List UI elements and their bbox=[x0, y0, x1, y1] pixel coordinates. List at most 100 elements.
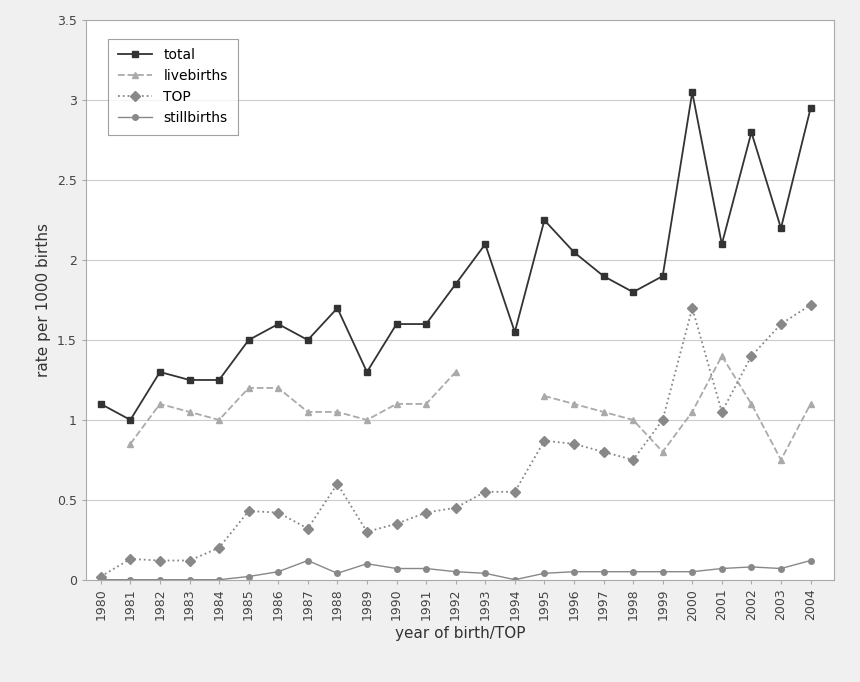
livebirths bbox=[539, 392, 550, 400]
stillbirths bbox=[155, 576, 165, 584]
stillbirths bbox=[332, 569, 342, 578]
TOP bbox=[362, 528, 372, 536]
livebirths bbox=[628, 416, 638, 424]
TOP bbox=[568, 440, 579, 448]
stillbirths bbox=[746, 563, 757, 571]
Line: TOP: TOP bbox=[97, 301, 814, 580]
total bbox=[480, 240, 490, 248]
TOP bbox=[776, 320, 786, 328]
total bbox=[243, 336, 254, 344]
livebirths bbox=[126, 440, 136, 448]
total bbox=[805, 104, 815, 113]
total bbox=[746, 128, 757, 136]
total bbox=[303, 336, 313, 344]
TOP bbox=[805, 301, 815, 309]
Line: total: total bbox=[97, 89, 814, 424]
TOP bbox=[303, 524, 313, 533]
livebirths bbox=[776, 456, 786, 464]
livebirths bbox=[184, 408, 194, 416]
total bbox=[273, 320, 284, 328]
livebirths bbox=[687, 408, 697, 416]
TOP bbox=[539, 436, 550, 445]
total bbox=[716, 240, 727, 248]
total bbox=[568, 248, 579, 256]
TOP bbox=[126, 555, 136, 563]
TOP bbox=[391, 520, 402, 528]
livebirths bbox=[362, 416, 372, 424]
total bbox=[214, 376, 224, 384]
total bbox=[510, 328, 520, 336]
stillbirths bbox=[243, 572, 254, 580]
total bbox=[332, 304, 342, 312]
TOP bbox=[480, 488, 490, 496]
stillbirths bbox=[480, 569, 490, 578]
total bbox=[451, 280, 461, 288]
total bbox=[658, 272, 668, 280]
stillbirths bbox=[391, 565, 402, 573]
stillbirths bbox=[273, 567, 284, 576]
Y-axis label: rate per 1000 births: rate per 1000 births bbox=[36, 223, 52, 377]
livebirths bbox=[421, 400, 431, 408]
total bbox=[687, 88, 697, 96]
livebirths bbox=[746, 400, 757, 408]
TOP bbox=[716, 408, 727, 416]
total bbox=[628, 288, 638, 296]
stillbirths bbox=[303, 557, 313, 565]
stillbirths bbox=[716, 565, 727, 573]
livebirths bbox=[243, 384, 254, 392]
TOP bbox=[510, 488, 520, 496]
total bbox=[776, 224, 786, 233]
X-axis label: year of birth/TOP: year of birth/TOP bbox=[395, 626, 525, 641]
total bbox=[184, 376, 194, 384]
total bbox=[421, 320, 431, 328]
livebirths bbox=[716, 352, 727, 360]
stillbirths bbox=[628, 567, 638, 576]
total bbox=[599, 272, 609, 280]
livebirths bbox=[805, 400, 815, 408]
TOP bbox=[214, 544, 224, 552]
stillbirths bbox=[687, 567, 697, 576]
TOP bbox=[273, 509, 284, 517]
TOP bbox=[658, 416, 668, 424]
TOP bbox=[628, 456, 638, 464]
livebirths bbox=[391, 400, 402, 408]
stillbirths bbox=[510, 576, 520, 584]
total bbox=[126, 416, 136, 424]
Legend: total, livebirths, TOP, stillbirths: total, livebirths, TOP, stillbirths bbox=[108, 39, 237, 135]
stillbirths bbox=[539, 569, 550, 578]
Line: stillbirths: stillbirths bbox=[98, 558, 814, 582]
stillbirths bbox=[421, 565, 431, 573]
TOP bbox=[687, 304, 697, 312]
TOP bbox=[155, 557, 165, 565]
stillbirths bbox=[362, 560, 372, 568]
Line: livebirths: livebirths bbox=[127, 353, 814, 463]
livebirths bbox=[332, 408, 342, 416]
livebirths bbox=[451, 368, 461, 376]
total bbox=[391, 320, 402, 328]
TOP bbox=[451, 504, 461, 512]
stillbirths bbox=[451, 567, 461, 576]
stillbirths bbox=[776, 565, 786, 573]
livebirths bbox=[155, 400, 165, 408]
TOP bbox=[184, 557, 194, 565]
TOP bbox=[243, 507, 254, 515]
stillbirths bbox=[214, 576, 224, 584]
stillbirths bbox=[599, 567, 609, 576]
stillbirths bbox=[568, 567, 579, 576]
livebirths bbox=[599, 408, 609, 416]
livebirths bbox=[658, 448, 668, 456]
stillbirths bbox=[95, 576, 106, 584]
total bbox=[155, 368, 165, 376]
livebirths bbox=[303, 408, 313, 416]
livebirths bbox=[273, 384, 284, 392]
TOP bbox=[746, 352, 757, 360]
livebirths bbox=[214, 416, 224, 424]
TOP bbox=[599, 448, 609, 456]
TOP bbox=[95, 572, 106, 580]
total bbox=[95, 400, 106, 408]
stillbirths bbox=[658, 567, 668, 576]
stillbirths bbox=[184, 576, 194, 584]
TOP bbox=[332, 479, 342, 488]
total bbox=[362, 368, 372, 376]
stillbirths bbox=[126, 576, 136, 584]
